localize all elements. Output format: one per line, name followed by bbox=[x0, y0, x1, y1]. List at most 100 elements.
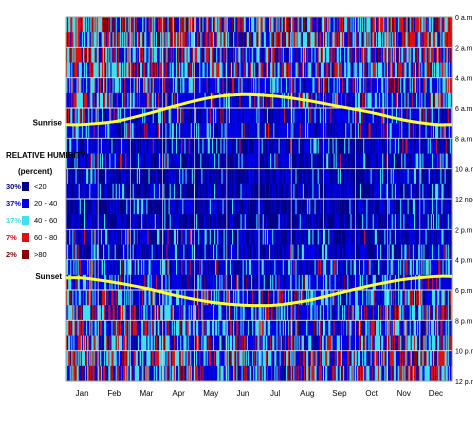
heat-cell bbox=[71, 244, 73, 261]
heat-cell bbox=[235, 305, 237, 321]
heat-cell bbox=[214, 320, 216, 336]
heat-cell bbox=[78, 17, 81, 33]
heat-cell bbox=[107, 153, 109, 170]
heat-cell bbox=[68, 305, 70, 321]
heat-cell bbox=[178, 350, 180, 367]
heat-cell bbox=[219, 365, 221, 382]
heat-cell bbox=[158, 305, 160, 321]
heat-cell bbox=[126, 259, 128, 276]
heat-cell bbox=[104, 290, 106, 306]
heat-cell bbox=[191, 274, 194, 291]
heat-cell bbox=[138, 350, 141, 367]
heat-cell bbox=[272, 320, 274, 336]
heat-cell bbox=[128, 32, 130, 48]
heat-cell bbox=[113, 320, 116, 336]
heat-cell bbox=[217, 123, 219, 139]
heat-cell bbox=[113, 199, 116, 215]
heat-cell bbox=[234, 123, 236, 139]
heat-cell bbox=[116, 229, 119, 245]
heat-cell bbox=[144, 47, 146, 63]
heat-cell bbox=[197, 290, 199, 306]
heat-cell bbox=[210, 290, 213, 306]
heat-cell bbox=[154, 62, 157, 79]
heat-cell bbox=[248, 350, 251, 367]
heat-cell bbox=[153, 77, 156, 94]
heat-cell bbox=[214, 214, 216, 230]
heat-cell bbox=[283, 290, 286, 306]
heat-cell bbox=[140, 335, 142, 352]
heat-cell bbox=[120, 168, 123, 185]
heat-cell bbox=[158, 108, 160, 124]
heat-cell bbox=[133, 335, 136, 352]
heat-cell bbox=[127, 77, 129, 94]
heat-cell bbox=[202, 47, 204, 63]
heat-cell bbox=[246, 123, 249, 139]
heat-cell bbox=[243, 274, 246, 291]
heat-cell bbox=[70, 305, 72, 321]
heat-cell bbox=[163, 350, 165, 367]
heat-cell bbox=[237, 17, 239, 33]
heat-cell bbox=[149, 305, 152, 321]
heat-cell bbox=[276, 335, 278, 352]
heat-cell bbox=[272, 17, 274, 33]
heat-cell bbox=[160, 153, 162, 170]
heat-cell bbox=[103, 108, 105, 124]
heat-cell bbox=[246, 92, 249, 109]
heat-cell bbox=[215, 199, 217, 215]
heat-cell bbox=[232, 320, 234, 336]
heat-cell bbox=[72, 153, 74, 170]
heat-cell bbox=[169, 108, 172, 124]
heat-cell bbox=[192, 17, 195, 33]
heat-cell bbox=[254, 62, 256, 79]
heat-cell bbox=[145, 138, 147, 154]
heat-cell bbox=[257, 47, 259, 63]
heat-cell bbox=[131, 335, 134, 352]
heat-cell bbox=[81, 199, 84, 215]
heat-cell bbox=[158, 62, 160, 79]
heat-cell bbox=[145, 305, 147, 321]
heat-cell bbox=[172, 305, 175, 321]
heat-cell bbox=[114, 17, 117, 33]
heat-cell bbox=[79, 199, 82, 215]
heat-cell bbox=[90, 259, 92, 276]
heat-cell bbox=[162, 305, 164, 321]
heat-cell bbox=[159, 290, 161, 306]
heat-cell bbox=[95, 168, 98, 185]
heat-cell bbox=[71, 108, 73, 124]
heat-cell bbox=[238, 47, 240, 63]
heat-cell bbox=[123, 320, 125, 336]
heat-cell bbox=[224, 32, 227, 48]
heat-cell bbox=[216, 274, 218, 291]
heat-cell bbox=[146, 259, 148, 276]
heat-cell bbox=[211, 274, 214, 291]
heat-cell bbox=[79, 229, 82, 245]
heat-cell bbox=[189, 259, 192, 276]
heat-cell bbox=[99, 153, 102, 170]
heat-cell bbox=[222, 214, 224, 230]
heat-cell bbox=[259, 77, 261, 94]
heat-cell bbox=[172, 199, 175, 215]
heat-cell bbox=[132, 138, 135, 154]
heat-cell bbox=[122, 17, 124, 33]
heat-cell bbox=[172, 214, 175, 230]
heat-cell bbox=[198, 153, 200, 170]
heat-cell bbox=[196, 62, 198, 79]
heat-cell bbox=[213, 123, 215, 139]
heat-cell bbox=[142, 138, 144, 154]
heat-cell bbox=[224, 47, 227, 63]
heat-cell bbox=[68, 168, 70, 185]
heat-cell bbox=[94, 259, 97, 276]
heat-cell bbox=[133, 62, 136, 79]
heat-cell bbox=[282, 138, 285, 154]
heat-cell bbox=[215, 214, 217, 230]
heat-cell bbox=[188, 350, 191, 367]
heat-cell bbox=[222, 274, 224, 291]
heat-cell bbox=[209, 244, 212, 261]
heat-cell bbox=[145, 62, 147, 79]
heat-cell bbox=[156, 335, 159, 352]
heat-cell bbox=[184, 168, 186, 185]
heat-cell bbox=[276, 259, 278, 276]
heat-cell bbox=[69, 47, 71, 63]
heat-cell bbox=[107, 199, 109, 215]
heat-cell bbox=[246, 168, 249, 185]
